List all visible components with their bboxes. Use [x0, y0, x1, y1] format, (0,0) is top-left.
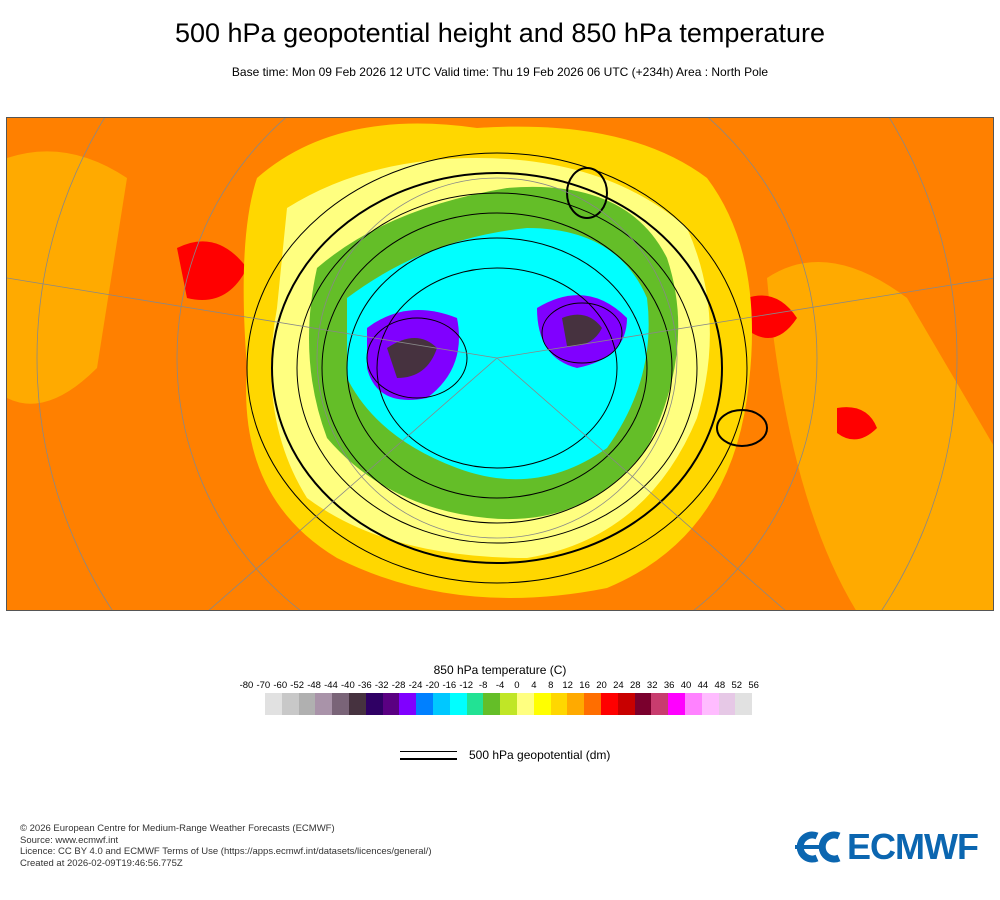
colorbar-tick-label: -40	[341, 680, 355, 691]
colorbar-swatch	[651, 693, 669, 715]
colorbar-title: 850 hPa temperature (C)	[433, 663, 567, 677]
colorbar-tick-label: -48	[307, 680, 321, 691]
colorbar-swatch	[265, 693, 282, 715]
colorbar-swatch	[584, 693, 601, 715]
colorbar-swatch	[701, 693, 719, 715]
colorbar-tick-label: 48	[714, 680, 726, 691]
colorbar-tick-label: -12	[459, 680, 474, 691]
colorbar-tick-label: -80	[239, 680, 254, 691]
colorbar-tick-label: -16	[442, 680, 457, 691]
colorbar-tick-label: -20	[425, 680, 440, 691]
colorbar-tick-label: -70	[256, 680, 271, 691]
colorbar-tick-label: 28	[630, 680, 641, 691]
colorbar-swatch	[718, 693, 736, 715]
colorbar-tick-label: -60	[273, 680, 288, 691]
colorbar-tick-label: 52	[731, 680, 743, 691]
colorbar-tick-label: -4	[495, 680, 505, 691]
colorbar-tick-label: -52	[290, 680, 305, 691]
ecmwf-logo-icon	[795, 831, 841, 863]
colorbar-swatch	[533, 693, 551, 715]
geopotential-legend-label: 500 hPa geopotential (dm)	[469, 748, 611, 762]
colorbar-tick-label: -32	[374, 680, 389, 691]
colorbar-tick-label: -28	[391, 680, 406, 691]
colorbar-swatch	[735, 693, 753, 715]
source: Source: www.ecmwf.int	[20, 834, 119, 846]
colorbar-swatch	[500, 693, 517, 715]
colorbar-tick-label: -36	[357, 680, 372, 691]
copyright: © 2026 European Centre for Medium-Range …	[20, 823, 335, 834]
created-at: Created at 2026-02-09T19:46:56.775Z	[20, 857, 183, 869]
colorbar-swatch	[416, 693, 433, 715]
colorbar-swatch	[332, 693, 349, 715]
colorbar-swatch	[483, 693, 501, 715]
colorbar-swatch	[315, 693, 333, 715]
colorbar-tick-label: 0	[514, 680, 520, 691]
colorbar-labels: -80 -70 -60 -52 -48 -44 -40 -36 -32 -28 -24 -20 -16-…	[238, 680, 762, 691]
colorbar-swatch	[348, 693, 366, 715]
colorbar-swatch	[684, 693, 702, 715]
colorbar-swatch	[567, 693, 585, 715]
chart-subtitle: Base time: Mon 09 Feb 2026 12 UTC Valid …	[231, 65, 769, 79]
colorbar-swatch	[600, 693, 618, 715]
colorbar-swatch	[432, 693, 450, 715]
footer: © 2026 European Centre for Medium-Range …	[20, 823, 432, 869]
colorbar-tick-label: 12	[562, 680, 573, 691]
colorbar-tick-label: 44	[697, 680, 709, 691]
colorbar-swatch	[550, 693, 568, 715]
colorbar-swatch	[399, 693, 417, 715]
temperature-field	[7, 118, 993, 610]
colorbar-swatch	[466, 693, 484, 715]
colorbar-tick-label: 56	[748, 680, 759, 691]
colorbar-tick-label: 8	[548, 680, 554, 691]
colorbar-swatch	[382, 693, 400, 715]
licence: Licence: CC BY 4.0 and ECMWF Terms of Us…	[20, 846, 432, 857]
colorbar-tick-label: -8	[478, 680, 488, 691]
colorbar-tick-label: 20	[596, 680, 607, 691]
colorbar-swatch	[365, 693, 383, 715]
colorbar-swatch	[668, 693, 685, 715]
ecmwf-logo-text: ECMWF	[847, 826, 979, 867]
colorbar-tick-label: 4	[531, 680, 537, 691]
colorbar-swatch	[516, 693, 534, 715]
ecmwf-logo: ECMWF	[795, 826, 979, 868]
contour-line-sample	[400, 749, 457, 761]
colorbar-swatch	[298, 693, 316, 715]
geopotential-legend: 500 hPa geopotential (dm)	[400, 748, 610, 762]
colorbar-swatch	[634, 693, 652, 715]
chart-title: 500 hPa geopotential height and 850 hPa …	[174, 18, 825, 48]
colorbar	[265, 693, 753, 715]
colorbar-tick-label: -44	[324, 680, 338, 691]
colorbar-swatch	[449, 693, 467, 715]
colorbar-tick-label: 32	[646, 680, 658, 691]
colorbar-tick-label: 16	[579, 680, 590, 691]
colorbar-swatch	[617, 693, 635, 715]
colorbar-tick-label: 24	[613, 680, 624, 691]
colorbar-swatch	[281, 693, 299, 715]
colorbar-tick-label: -24	[408, 680, 423, 691]
colorbar-tick-label: 36	[663, 680, 675, 691]
north-pole-map[interactable]	[6, 117, 994, 611]
colorbar-tick-label: 40	[680, 680, 692, 691]
